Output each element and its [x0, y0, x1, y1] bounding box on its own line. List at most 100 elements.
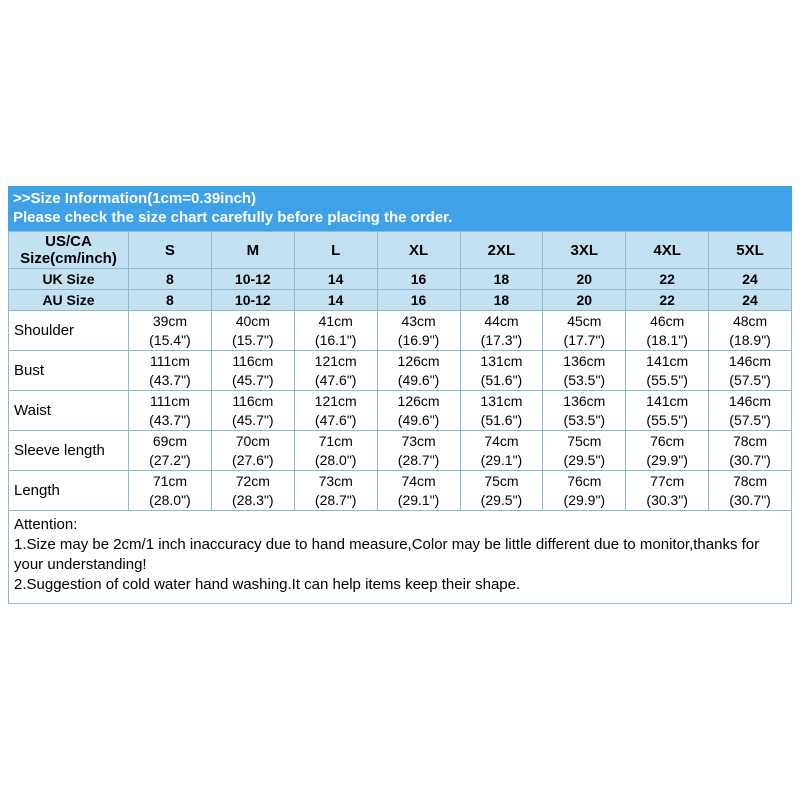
banner-title: >>Size Information(1cm=0.39inch)	[13, 190, 256, 207]
measurement-cm: 40cm	[235, 312, 270, 329]
measurement-cm: 48cm	[732, 312, 768, 329]
measurement-inch: (51.6")	[480, 411, 523, 428]
measurement-inch: (47.6")	[314, 411, 357, 428]
measurement-cm: 70cm	[235, 432, 270, 449]
attention-note-1: 1.Size may be 2cm/1 inch inaccuracy due …	[14, 536, 760, 573]
measurement-cm: 74cm	[401, 472, 436, 489]
measurement-label: Sleeve length	[8, 430, 129, 471]
au-size-row: AU Size 8 10-12 14 16 18 20 22 24	[8, 289, 792, 311]
measurement-cell: 48cm (18.9")	[708, 310, 792, 351]
measurement-cm: 44cm	[484, 312, 519, 329]
measurement-cm: 126cm	[397, 392, 440, 409]
measurement-cell: 116cm (45.7")	[210, 390, 295, 431]
measurement-cell: 41cm (16.1")	[293, 310, 378, 351]
measurement-cm: 46cm	[650, 312, 685, 329]
measurement-cm: 41cm	[318, 312, 353, 329]
au-size-label: AU Size	[8, 289, 129, 311]
measurement-inch: (43.7")	[149, 411, 191, 428]
measurement-cell: 44cm (17.3")	[459, 310, 544, 351]
measurement-inch: (57.5")	[729, 371, 771, 388]
au-size-value: 14	[293, 289, 378, 311]
measurement-row: Bust 111cm (43.7") 116cm (45.7") 121cm (47.6")…	[8, 350, 792, 391]
measurement-cm: 69cm	[152, 432, 188, 449]
measurement-inch: (18.1")	[646, 331, 688, 348]
measurement-inch: (51.6")	[480, 371, 523, 388]
measurement-inch: (28.7")	[314, 491, 357, 508]
measurement-cell: 111cm (43.7")	[128, 390, 212, 431]
measurement-cell: 75cm (29.5")	[542, 430, 627, 471]
measurement-cm: 74cm	[484, 432, 519, 449]
measurement-cell: 78cm (30.7")	[708, 470, 792, 511]
measurement-cell: 76cm (29.9")	[542, 470, 627, 511]
measurement-inch: (53.5")	[563, 411, 606, 428]
uk-size-value: 10-12	[210, 268, 295, 290]
us-ca-size-line2: Size(cm/inch)	[20, 250, 117, 267]
size-chart-page: >>Size Information(1cm=0.39inch) Please …	[8, 186, 792, 604]
banner-subtitle: Please check the size chart carefully be…	[13, 209, 453, 226]
measurement-inch: (53.5")	[563, 371, 606, 388]
measurement-cell: 39cm (15.4")	[128, 310, 212, 351]
measurement-cm: 71cm	[152, 472, 188, 489]
measurement-cm: 136cm	[563, 392, 606, 409]
attention-box: Attention: 1.Size may be 2cm/1 inch inac…	[8, 510, 792, 604]
measurement-row: Sleeve length 69cm (27.2") 70cm (27.6") 71cm (…	[8, 430, 792, 471]
size-header-cell: 5XL	[708, 231, 792, 269]
measurement-inch: (30.7")	[729, 491, 771, 508]
measurement-cell: 40cm (15.7")	[210, 310, 295, 351]
measurement-inch: (16.9")	[397, 331, 440, 348]
size-table: US/CA Size(cm/inch) S M L XL 2XL 3XL 4XL 5XL UK Si…	[8, 231, 792, 511]
measurement-row: Length 71cm (28.0") 72cm (28.3") 73cm (28.7") 7…	[8, 470, 792, 511]
au-size-value: 16	[376, 289, 461, 311]
measurement-inch: (49.6")	[397, 411, 440, 428]
size-header-cell: XL	[376, 231, 461, 269]
measurement-cm: 71cm	[318, 432, 353, 449]
measurement-cell: 46cm (18.1")	[625, 310, 710, 351]
au-size-value: 22	[625, 289, 710, 311]
uk-size-value: 18	[459, 268, 544, 290]
measurement-inch: (29.9")	[563, 491, 606, 508]
uk-size-row: UK Size 8 10-12 14 16 18 20 22 24	[8, 268, 792, 290]
measurement-cm: 121cm	[314, 352, 357, 369]
measurement-cell: 71cm (28.0")	[293, 430, 378, 471]
measurement-cell: 121cm (47.6")	[293, 390, 378, 431]
size-header-cell: S	[128, 231, 212, 269]
measurement-cm: 131cm	[480, 352, 523, 369]
measurement-inch: (15.4")	[149, 331, 191, 348]
measurement-inch: (43.7")	[149, 371, 191, 388]
measurement-inch: (29.1")	[397, 491, 440, 508]
measurement-inch: (29.5")	[480, 491, 523, 508]
measurement-cell: 131cm (51.6")	[459, 350, 544, 391]
measurement-label: Waist	[8, 390, 129, 431]
measurement-cm: 76cm	[650, 432, 685, 449]
measurement-cm: 75cm	[567, 432, 602, 449]
measurement-inch: (17.3")	[480, 331, 523, 348]
au-size-value: 18	[459, 289, 544, 311]
measurement-cell: 43cm (16.9")	[376, 310, 461, 351]
measurement-cell: 77cm (30.3")	[625, 470, 710, 511]
measurement-cell: 111cm (43.7")	[128, 350, 212, 391]
measurement-cell: 146cm (57.5")	[708, 390, 792, 431]
measurement-row: Shoulder 39cm (15.4") 40cm (15.7") 41cm (16.1"…	[8, 310, 792, 351]
measurement-cell: 76cm (29.9")	[625, 430, 710, 471]
size-header-cell: 2XL	[459, 231, 544, 269]
measurement-inch: (57.5")	[729, 411, 771, 428]
measurement-cm: 43cm	[401, 312, 436, 329]
measurement-cell: 136cm (53.5")	[542, 390, 627, 431]
measurement-inch: (18.9")	[729, 331, 771, 348]
measurement-cell: 126cm (49.6")	[376, 390, 461, 431]
measurement-cm: 126cm	[397, 352, 440, 369]
uk-size-value: 20	[542, 268, 627, 290]
measurement-label: Shoulder	[8, 310, 129, 351]
size-header-cell: M	[210, 231, 295, 269]
measurement-cell: 72cm (28.3")	[210, 470, 295, 511]
measurement-cell: 126cm (49.6")	[376, 350, 461, 391]
measurement-cell: 136cm (53.5")	[542, 350, 627, 391]
measurement-cm: 77cm	[650, 472, 685, 489]
size-header-cell: 4XL	[625, 231, 710, 269]
uk-size-value: 14	[293, 268, 378, 290]
uk-size-value: 16	[376, 268, 461, 290]
measurement-cell: 74cm (29.1")	[459, 430, 544, 471]
measurement-cell: 70cm (27.6")	[210, 430, 295, 471]
measurement-inch: (30.3")	[646, 491, 688, 508]
measurement-label: Bust	[8, 350, 129, 391]
